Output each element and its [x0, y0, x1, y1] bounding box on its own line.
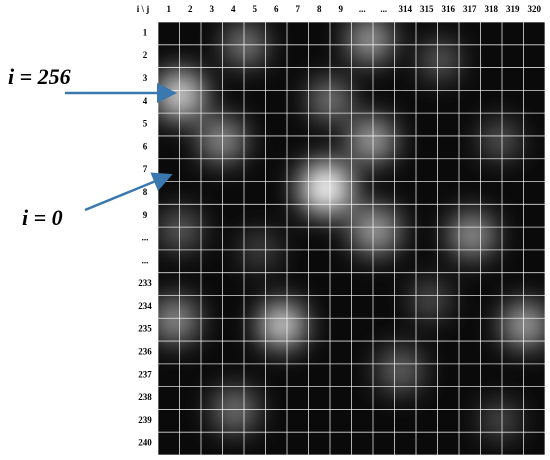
column-label: 6 [274, 4, 279, 14]
column-label: 319 [506, 4, 520, 14]
column-label: 316 [442, 4, 456, 14]
row-label: 6 [143, 141, 148, 151]
column-label: 317 [463, 4, 477, 14]
row-label: 238 [138, 392, 152, 402]
column-label: 2 [188, 4, 193, 14]
row-label: 7 [143, 164, 148, 174]
column-label: ... [359, 4, 366, 14]
intensity-image [158, 22, 545, 455]
grid [157, 21, 546, 456]
row-label: 5 [143, 119, 148, 129]
row-label: 233 [138, 278, 152, 288]
column-label: 9 [339, 4, 344, 14]
row-label: 235 [138, 324, 152, 334]
column-label: 318 [485, 4, 499, 14]
arrow [84, 172, 173, 212]
column-label: 314 [399, 4, 413, 14]
column-label: ... [380, 4, 387, 14]
column-label: 1 [167, 4, 172, 14]
row-label: 4 [143, 96, 148, 106]
labels: i \ j 1 2 3 4 5 6 7 8 9...... 314 315 316 317 318 319 32… [137, 4, 542, 448]
column-label: 7 [296, 4, 301, 14]
row-label: 8 [143, 187, 148, 197]
row-label: ... [142, 233, 149, 243]
row-label: 239 [138, 415, 152, 425]
column-label: 4 [231, 4, 236, 14]
row-label: 1 [143, 27, 148, 37]
column-label: 8 [317, 4, 322, 14]
row-label: 2 [143, 50, 148, 60]
row-label: 236 [138, 347, 152, 357]
column-label: 5 [253, 4, 258, 14]
annotation: i = 256 [8, 64, 71, 89]
row-label: 237 [138, 369, 152, 379]
row-label: 3 [143, 73, 148, 83]
row-label: ... [142, 255, 149, 265]
column-label: 315 [420, 4, 434, 14]
corner-label: i \ j [137, 4, 150, 14]
row-label: 234 [138, 301, 152, 311]
row-label: 240 [138, 438, 152, 448]
row-label: 9 [143, 210, 148, 220]
column-label: 3 [210, 4, 215, 14]
annotation: i = 0 [22, 205, 63, 230]
column-label: 320 [528, 4, 542, 14]
